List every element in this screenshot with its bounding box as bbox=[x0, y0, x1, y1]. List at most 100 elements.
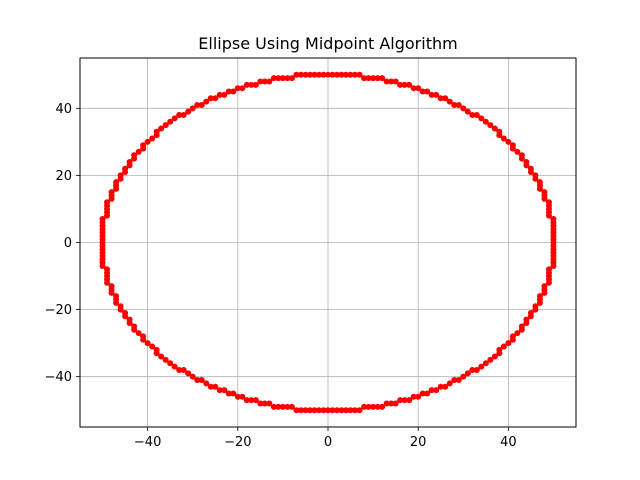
data-point bbox=[131, 155, 138, 162]
data-point bbox=[437, 95, 444, 102]
data-point bbox=[370, 75, 377, 82]
data-point bbox=[117, 303, 124, 310]
data-point bbox=[306, 407, 313, 414]
data-point bbox=[243, 397, 250, 404]
data-point bbox=[315, 407, 322, 414]
data-point bbox=[135, 330, 142, 337]
data-point bbox=[415, 85, 422, 92]
data-point bbox=[478, 115, 485, 122]
data-point bbox=[284, 403, 291, 410]
data-point bbox=[140, 333, 147, 340]
data-point bbox=[248, 397, 255, 404]
data-point bbox=[482, 118, 489, 125]
chart-title: Ellipse Using Midpoint Algorithm bbox=[198, 34, 457, 53]
data-point bbox=[329, 407, 336, 414]
data-point bbox=[397, 81, 404, 88]
data-point bbox=[180, 112, 187, 119]
data-point bbox=[302, 407, 309, 414]
data-point bbox=[207, 383, 214, 390]
data-point bbox=[311, 407, 318, 414]
data-point bbox=[442, 383, 449, 390]
data-point bbox=[122, 309, 129, 316]
data-point bbox=[518, 155, 525, 162]
data-point bbox=[126, 316, 133, 323]
data-point bbox=[108, 283, 115, 290]
data-point bbox=[379, 75, 386, 82]
data-point bbox=[500, 135, 507, 142]
data-point bbox=[203, 98, 210, 105]
data-point bbox=[343, 71, 350, 78]
data-point bbox=[334, 71, 341, 78]
data-point bbox=[383, 78, 390, 85]
data-point bbox=[270, 75, 277, 82]
data-point bbox=[428, 91, 435, 98]
data-point bbox=[532, 175, 539, 182]
data-point bbox=[243, 81, 250, 88]
data-point bbox=[433, 91, 440, 98]
data-point bbox=[162, 122, 169, 129]
data-point bbox=[261, 400, 268, 407]
data-point bbox=[131, 323, 138, 330]
data-point bbox=[320, 71, 327, 78]
data-point bbox=[288, 75, 295, 82]
data-point bbox=[352, 71, 359, 78]
data-point bbox=[388, 400, 395, 407]
data-point bbox=[113, 185, 120, 192]
data-point bbox=[203, 380, 210, 387]
data-point bbox=[451, 377, 458, 384]
data-point bbox=[473, 366, 480, 373]
data-point bbox=[293, 71, 300, 78]
data-point bbox=[194, 101, 201, 108]
data-point bbox=[523, 316, 530, 323]
data-point bbox=[541, 283, 548, 290]
data-point bbox=[171, 363, 178, 370]
data-point bbox=[482, 360, 489, 367]
y-tick-label: 40 bbox=[55, 102, 72, 117]
data-point bbox=[527, 309, 534, 316]
y-tick-label: 20 bbox=[55, 169, 72, 184]
data-point bbox=[176, 112, 183, 119]
data-point bbox=[406, 81, 413, 88]
axis-ticks: −40 −20 0 20 40 −40 −20 0 20 40 bbox=[45, 102, 517, 450]
data-point bbox=[338, 71, 345, 78]
data-point bbox=[297, 407, 304, 414]
data-point bbox=[158, 353, 165, 360]
data-point bbox=[176, 366, 183, 373]
data-point bbox=[275, 75, 282, 82]
data-point bbox=[518, 323, 525, 330]
data-point bbox=[509, 145, 516, 152]
data-point bbox=[144, 340, 151, 347]
data-point bbox=[464, 108, 471, 115]
y-tick-label: −40 bbox=[45, 370, 72, 385]
data-point bbox=[126, 162, 133, 169]
data-point bbox=[212, 95, 219, 102]
data-point bbox=[252, 81, 259, 88]
data-point bbox=[266, 78, 273, 85]
data-point bbox=[365, 403, 372, 410]
data-point bbox=[315, 71, 322, 78]
data-point bbox=[514, 148, 521, 155]
data-point bbox=[415, 393, 422, 400]
data-point bbox=[343, 407, 350, 414]
data-point bbox=[158, 125, 165, 132]
data-point bbox=[424, 390, 431, 397]
data-point bbox=[536, 293, 543, 300]
data-point bbox=[261, 78, 268, 85]
data-point bbox=[221, 387, 228, 394]
data-point bbox=[153, 132, 160, 139]
data-point bbox=[221, 91, 228, 98]
data-point bbox=[487, 122, 494, 129]
data-point bbox=[392, 400, 399, 407]
data-point bbox=[464, 370, 471, 377]
data-point bbox=[500, 343, 507, 350]
data-point bbox=[505, 138, 512, 145]
data-point bbox=[424, 88, 431, 95]
data-point bbox=[162, 356, 169, 363]
data-point bbox=[478, 363, 485, 370]
data-point bbox=[149, 343, 156, 350]
data-point bbox=[397, 397, 404, 404]
grid bbox=[80, 58, 576, 427]
data-point bbox=[279, 75, 286, 82]
data-point bbox=[527, 169, 534, 176]
data-point bbox=[451, 101, 458, 108]
